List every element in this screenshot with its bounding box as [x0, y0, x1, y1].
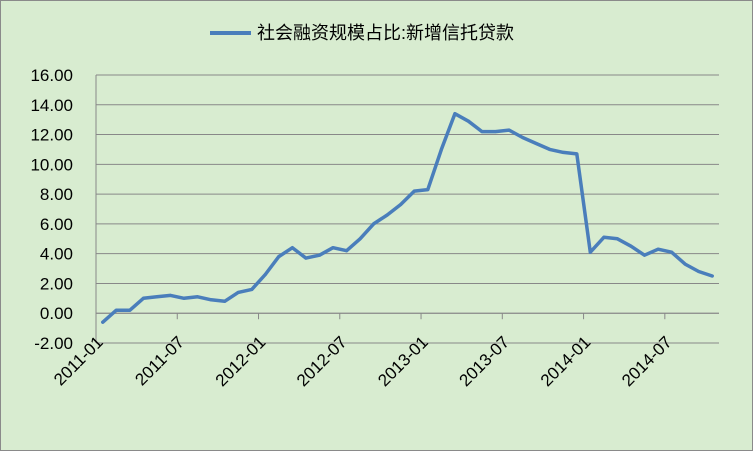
data-point: [670, 250, 674, 254]
data-point: [372, 222, 376, 226]
data-point: [575, 152, 579, 156]
data-point: [426, 188, 430, 192]
y-tick-label: 14.00: [30, 96, 73, 115]
y-tick-label: 4.00: [40, 245, 73, 264]
data-point: [453, 112, 457, 116]
data-point: [345, 249, 349, 253]
data-point: [561, 150, 565, 154]
x-tick-label: 2011-07: [131, 333, 188, 390]
y-tick-label: 0.00: [40, 304, 73, 323]
data-point: [155, 295, 159, 299]
x-tick-label: 2013-07: [456, 333, 514, 391]
x-tick-label: 2013-01: [374, 333, 432, 391]
data-point: [196, 295, 200, 299]
data-point: [277, 255, 281, 259]
data-point: [358, 237, 362, 241]
data-point: [290, 246, 294, 250]
data-point: [710, 274, 714, 278]
data-point: [223, 299, 227, 303]
y-tick-label: 10.00: [30, 155, 73, 174]
data-point: [128, 308, 132, 312]
data-point: [534, 141, 538, 145]
data-point: [101, 320, 105, 324]
data-point: [548, 147, 552, 151]
data-point: [399, 203, 403, 207]
data-point: [697, 270, 701, 274]
legend: 社会融资规模占比:新增信托贷款: [210, 23, 514, 43]
data-point: [643, 253, 647, 257]
data-point: [250, 287, 254, 291]
data-point: [304, 256, 308, 260]
x-tick-label: 2012-01: [212, 333, 270, 391]
data-point: [683, 262, 687, 266]
data-point: [263, 273, 267, 277]
data-point: [317, 253, 321, 257]
y-tick-label: 2.00: [40, 274, 73, 293]
data-point: [209, 298, 213, 302]
y-tick-label: -2.00: [34, 334, 73, 353]
data-point: [412, 189, 416, 193]
y-tick-label: 16.00: [30, 66, 73, 85]
data-point: [480, 130, 484, 134]
data-point: [385, 213, 389, 217]
data-point: [494, 130, 498, 134]
x-tick-label: 2014-07: [618, 333, 676, 391]
legend-label: 社会融资规模占比:新增信托贷款: [257, 23, 514, 43]
data-point: [168, 293, 172, 297]
data-point: [439, 147, 443, 151]
data-point: [602, 235, 606, 239]
data-point: [507, 128, 511, 132]
data-point: [588, 250, 592, 254]
x-tick-label: 2014-01: [537, 333, 595, 391]
data-point: [331, 246, 335, 250]
data-point: [656, 247, 660, 251]
y-tick-label: 8.00: [40, 185, 73, 204]
data-point: [615, 237, 619, 241]
data-point: [629, 244, 633, 248]
y-tick-label: 12.00: [30, 126, 73, 145]
series-line: [101, 111, 714, 324]
data-point: [521, 136, 525, 140]
data-point: [141, 296, 145, 300]
data-point: [114, 308, 118, 312]
data-point: [236, 290, 240, 294]
x-tick-label: 2012-07: [293, 333, 351, 391]
y-tick-label: 6.00: [40, 215, 73, 234]
data-point: [466, 119, 470, 123]
data-point: [182, 296, 186, 300]
